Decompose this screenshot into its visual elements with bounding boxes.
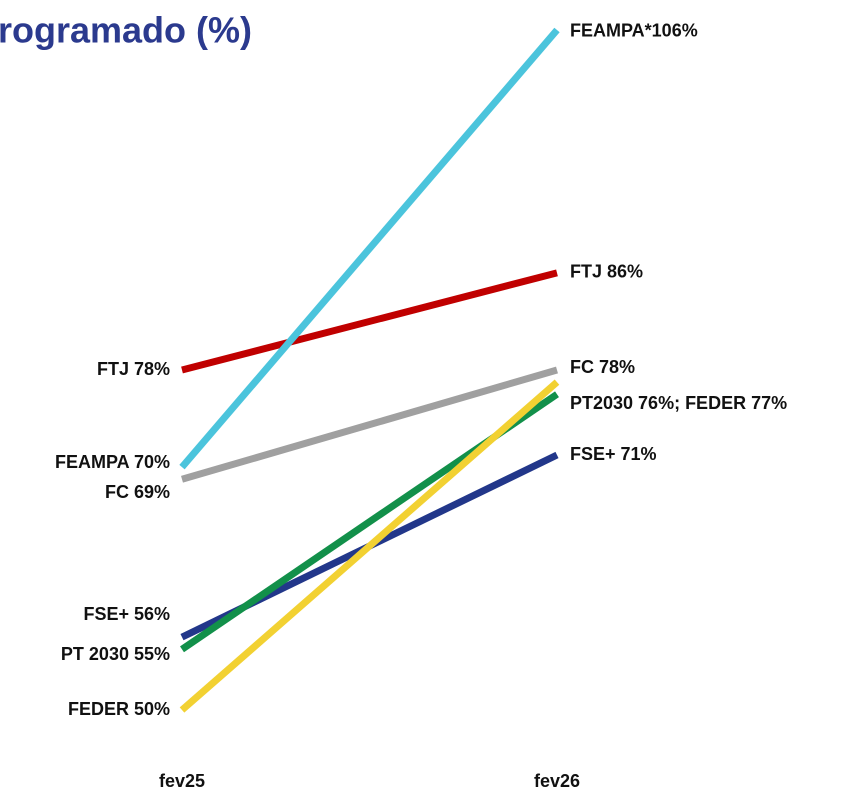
data-label: FTJ 86%: [570, 262, 643, 282]
slope-line: [179, 379, 560, 713]
data-label: FC 69%: [105, 482, 170, 502]
data-label: FEAMPA 70%: [55, 452, 170, 472]
data-label: PT2030 76%; FEDER 77%: [570, 393, 787, 413]
data-label: PT 2030 55%: [61, 644, 170, 664]
chart-title: rogramado (%): [0, 10, 252, 51]
slope-line: [181, 269, 558, 374]
x-tick-label: fev26: [534, 771, 580, 791]
x-tick-label: fev25: [159, 771, 205, 791]
data-label: FSE+ 71%: [570, 444, 657, 464]
data-label: FC 78%: [570, 357, 635, 377]
slope-line: [179, 27, 560, 470]
data-label: FSE+ 56%: [83, 604, 170, 624]
data-label: FTJ 78%: [97, 359, 170, 379]
data-label: FEDER 50%: [68, 699, 170, 719]
data-label: FEAMPA*106%: [570, 21, 698, 41]
slope-line: [181, 366, 558, 483]
